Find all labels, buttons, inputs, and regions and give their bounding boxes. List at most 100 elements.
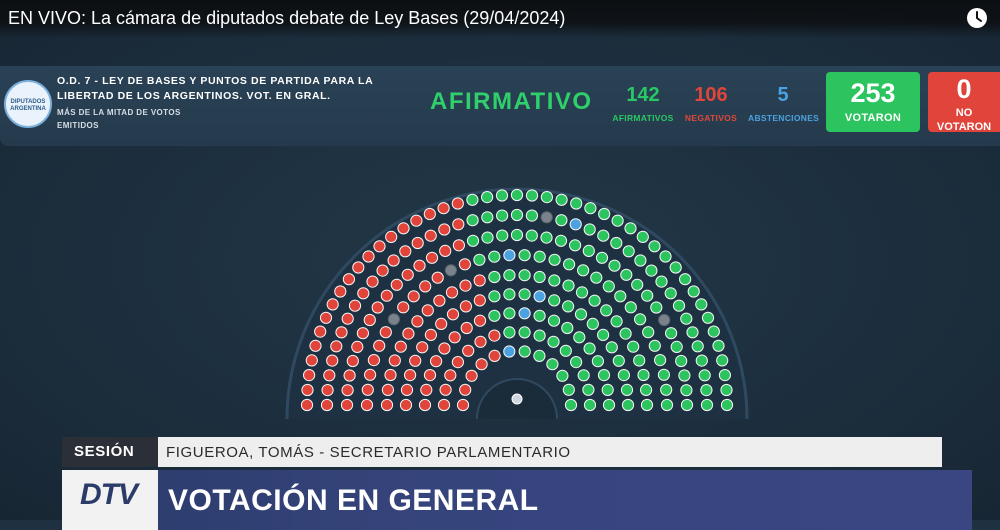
seat-negative [376, 264, 389, 277]
majority-requirement: MÁS DE LA MITAD DE VOTOS EMITIDOS [57, 108, 181, 130]
seat-affirmative [701, 311, 715, 324]
seat-negative [458, 258, 471, 271]
seat-negative [448, 331, 461, 344]
seat-affirmative [642, 326, 655, 339]
seat-affirmative [518, 249, 531, 262]
seat-negative [301, 383, 314, 397]
seat-affirmative [636, 230, 649, 243]
seat-affirmative [718, 369, 732, 382]
seat-affirmative [645, 264, 658, 277]
affirmative-label: AFIRMATIVOS [612, 113, 674, 123]
seat-affirmative [640, 383, 653, 396]
seat-negative [411, 315, 424, 328]
seat-affirmative [700, 384, 713, 397]
seat-affirmative [495, 189, 509, 202]
seat-affirmative [680, 384, 693, 397]
not-voted-box: 0 NO VOTARON [928, 72, 1000, 133]
seat-affirmative [591, 355, 605, 368]
channel-logo-box: DTV [62, 470, 158, 530]
seat-negative [373, 339, 386, 352]
seat-affirmative [627, 340, 640, 353]
vote-summary-panel: DIPUTADOS ARGENTINA O.D. 7 - LEY DE BASE… [0, 66, 1000, 146]
seat-affirmative [574, 308, 588, 321]
seat-negative [419, 280, 432, 293]
seat-affirmative [510, 208, 524, 222]
seat-negative [439, 244, 452, 257]
seat-affirmative [488, 270, 501, 284]
seat-affirmative [518, 269, 531, 282]
seat-negative [413, 259, 426, 272]
seat-negative [473, 274, 486, 287]
seat-negative [424, 229, 437, 242]
seat-affirmative [680, 398, 694, 412]
seat-affirmative [624, 301, 637, 314]
seat-affirmative [518, 345, 531, 358]
voted-box: 253 VOTARON [826, 72, 920, 132]
video-title-bar: EN VIVO: La cámara de diputados debate d… [0, 0, 1000, 38]
seat-negative [424, 328, 437, 341]
seat-affirmative [619, 327, 632, 340]
seat-negative [475, 358, 488, 371]
not-voted-value: 0 [956, 74, 972, 104]
seat-affirmative [555, 193, 568, 206]
seat-negative [421, 304, 434, 317]
seat-affirmative [559, 344, 572, 357]
seat-affirmative [510, 188, 524, 202]
seat-affirmative [597, 328, 610, 341]
seat-negative [488, 329, 501, 342]
seat-affirmative [488, 290, 501, 303]
seat-negative [411, 236, 424, 250]
seat-affirmative [664, 287, 677, 300]
seat-affirmative [518, 326, 531, 339]
seat-affirmative [620, 268, 633, 281]
seat-negative [351, 340, 364, 353]
seat-affirmative [595, 251, 609, 264]
seat-affirmative [637, 368, 650, 382]
seat-negative [446, 308, 460, 321]
seat-negative [401, 268, 414, 281]
seat-affirmative [687, 285, 700, 298]
clock-icon[interactable] [966, 7, 988, 29]
seat-affirmative [488, 309, 501, 322]
seat-affirmative [586, 317, 599, 330]
seat-negative [380, 398, 394, 412]
seat-negative [488, 349, 501, 362]
seat-abstention [518, 307, 531, 320]
seat-negative [357, 287, 370, 300]
seat-affirmative [620, 383, 634, 396]
seat-affirmative [716, 354, 729, 367]
seat-affirmative [654, 354, 667, 367]
seat-affirmative [633, 354, 646, 367]
seat-negative [423, 369, 437, 382]
abstention-value: 5 [777, 84, 789, 106]
seat-affirmative [691, 340, 704, 353]
seat-affirmative [533, 329, 546, 342]
seat-affirmative [481, 191, 494, 204]
seat-affirmative [614, 290, 627, 303]
seat-negative [409, 354, 422, 367]
seat-affirmative [590, 271, 603, 284]
seat-negative [346, 354, 359, 368]
seat-abstention [569, 218, 582, 231]
seat-negative [451, 197, 464, 210]
seat-affirmative [533, 270, 546, 284]
seat-negative [390, 278, 403, 291]
lower-third-banner: DTV VOTACIÓN EN GENERAL [62, 470, 972, 530]
seat-affirmative [622, 245, 635, 258]
seat-affirmative [503, 326, 516, 339]
seat-negative [425, 251, 439, 264]
seat-affirmative [655, 275, 668, 288]
seat-affirmative [466, 214, 479, 227]
seat-negative [364, 368, 377, 381]
seat-negative [319, 311, 333, 324]
seat-affirmative [634, 254, 647, 267]
seat-negative [404, 369, 417, 382]
seat-affirmative [641, 289, 654, 302]
session-label-box: SESIÓN [62, 437, 158, 467]
seat-affirmative [510, 228, 524, 242]
seat-president [511, 393, 523, 405]
abstention-label: ABSTENCIONES [748, 113, 820, 123]
video-title[interactable]: EN VIVO: La cámara de diputados debate d… [8, 8, 566, 28]
